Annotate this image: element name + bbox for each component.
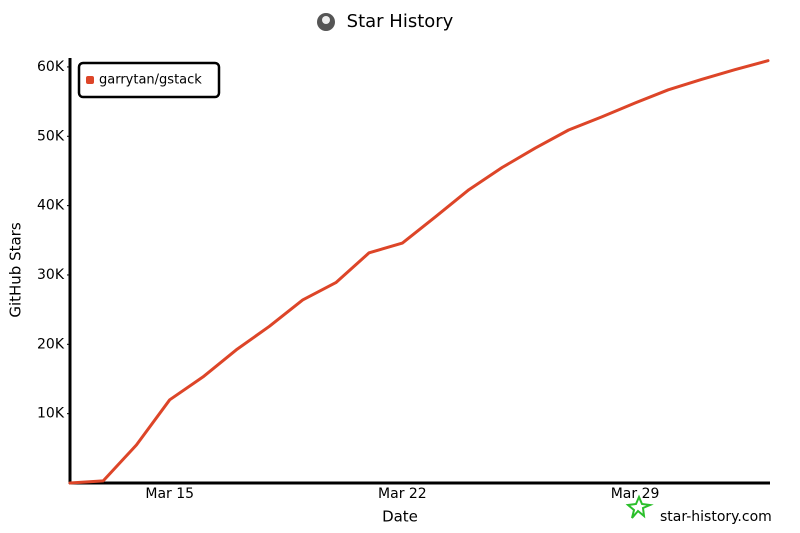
- y-tick-label: 50K: [37, 128, 65, 144]
- y-tick-label: 10K: [37, 406, 65, 422]
- legend-label: garrytan/gstack: [99, 73, 202, 88]
- y-axis-label: GitHub Stars: [7, 222, 25, 318]
- legend: garrytan/gstack: [77, 61, 221, 99]
- x-tick-label: Mar 29: [611, 486, 660, 502]
- y-tick-label: 60K: [37, 59, 65, 75]
- x-axis-label: Date: [382, 508, 418, 526]
- watermark-icon: [625, 494, 654, 519]
- y-tick-label: 40K: [37, 198, 65, 214]
- legend-box: [77, 61, 221, 99]
- y-tick-label: 30K: [37, 267, 65, 283]
- watermark: star-history.com: [660, 509, 772, 525]
- y-tick-label: 20K: [37, 336, 65, 352]
- legend-swatch: [86, 76, 94, 84]
- avatar-face: [322, 16, 330, 24]
- series-line: [68, 59, 770, 485]
- x-tick-label: Mar 15: [145, 486, 194, 502]
- x-tick-label: Mar 22: [378, 486, 427, 502]
- chart-title: Star History: [347, 11, 454, 32]
